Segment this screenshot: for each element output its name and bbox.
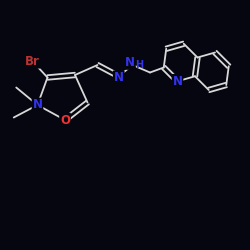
Text: N: N [32, 98, 42, 112]
Text: N: N [125, 56, 135, 69]
Text: N: N [114, 71, 124, 84]
Text: O: O [60, 114, 70, 126]
Text: H: H [136, 60, 143, 70]
Text: Br: Br [25, 55, 40, 68]
Text: N: N [172, 75, 182, 88]
